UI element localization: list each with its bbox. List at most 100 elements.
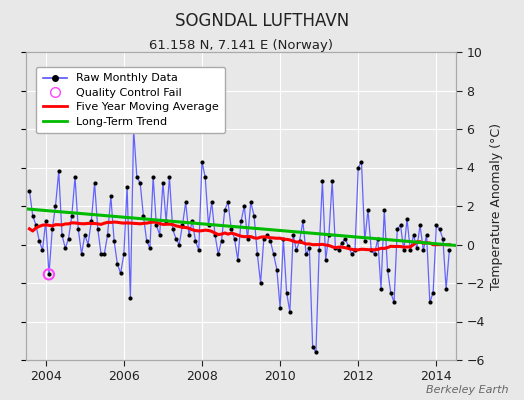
Point — [32, 222, 40, 228]
Point — [198, 158, 206, 165]
Point — [133, 174, 141, 180]
Point — [194, 247, 203, 254]
Point — [247, 199, 255, 205]
Point — [259, 236, 268, 242]
Point — [181, 199, 190, 205]
Point — [100, 251, 108, 257]
Title: 61.158 N, 7.141 E (Norway): 61.158 N, 7.141 E (Norway) — [149, 39, 333, 52]
Point — [315, 247, 323, 254]
Point — [162, 218, 170, 225]
Point — [204, 222, 213, 228]
Point — [370, 251, 379, 257]
Point — [143, 238, 151, 244]
Point — [68, 212, 76, 219]
Point — [387, 290, 395, 296]
Point — [54, 168, 63, 174]
Point — [442, 286, 450, 292]
Point — [45, 271, 53, 278]
Point — [289, 232, 297, 238]
Point — [416, 222, 424, 228]
Point — [136, 180, 144, 186]
Point — [78, 251, 86, 257]
Point — [445, 247, 454, 254]
Point — [110, 238, 118, 244]
Point — [338, 239, 346, 246]
Point — [48, 226, 57, 232]
Point — [214, 251, 223, 257]
Point — [374, 236, 382, 242]
Point — [201, 174, 210, 180]
Point — [425, 299, 434, 306]
Point — [139, 212, 148, 219]
Point — [367, 247, 375, 254]
Point — [224, 199, 232, 205]
Point — [221, 207, 229, 213]
Point — [357, 158, 366, 165]
Point — [334, 247, 343, 254]
Point — [380, 207, 388, 213]
Point — [234, 257, 242, 263]
Point — [58, 232, 66, 238]
Point — [94, 226, 102, 232]
Point — [113, 260, 122, 267]
Point — [74, 226, 82, 232]
Point — [296, 238, 304, 244]
Point — [152, 222, 160, 228]
Point — [309, 343, 317, 350]
Point — [419, 247, 428, 254]
Point — [256, 280, 265, 286]
Point — [237, 218, 245, 225]
Point — [81, 232, 89, 238]
Point — [64, 236, 73, 242]
Point — [71, 174, 79, 180]
Point — [377, 286, 385, 292]
Point — [35, 238, 43, 244]
Point — [172, 236, 180, 242]
Point — [263, 232, 271, 238]
Point — [103, 232, 112, 238]
Legend: Raw Monthly Data, Quality Control Fail, Five Year Moving Average, Long-Term Tren: Raw Monthly Data, Quality Control Fail, … — [36, 67, 225, 134]
Point — [364, 207, 372, 213]
Point — [61, 245, 70, 252]
Point — [129, 126, 138, 132]
Point — [409, 232, 418, 238]
Point — [87, 218, 95, 225]
Point — [299, 218, 307, 225]
Point — [250, 212, 258, 219]
Point — [390, 299, 398, 306]
Point — [84, 241, 92, 248]
Point — [361, 238, 369, 244]
Point — [253, 251, 261, 257]
Point — [191, 238, 200, 244]
Point — [435, 226, 444, 232]
Y-axis label: Temperature Anomaly (°C): Temperature Anomaly (°C) — [490, 122, 503, 290]
Point — [279, 236, 288, 242]
Point — [286, 309, 294, 315]
Point — [432, 222, 441, 228]
Point — [116, 270, 125, 276]
Point — [331, 245, 340, 252]
Point — [318, 178, 326, 184]
Point — [149, 174, 157, 180]
Point — [175, 241, 183, 248]
Point — [45, 271, 53, 278]
Point — [403, 216, 411, 223]
Point — [266, 238, 275, 244]
Point — [178, 222, 187, 228]
Point — [351, 247, 359, 254]
Point — [302, 251, 310, 257]
Point — [396, 222, 405, 228]
Point — [169, 226, 177, 232]
Point — [429, 290, 438, 296]
Point — [51, 203, 60, 209]
Point — [90, 180, 99, 186]
Point — [28, 212, 37, 219]
Point — [231, 236, 239, 242]
Point — [305, 245, 313, 252]
Point — [384, 266, 392, 273]
Point — [123, 184, 132, 190]
Point — [269, 251, 278, 257]
Point — [312, 349, 320, 356]
Text: Berkeley Earth: Berkeley Earth — [426, 385, 508, 395]
Point — [328, 178, 336, 184]
